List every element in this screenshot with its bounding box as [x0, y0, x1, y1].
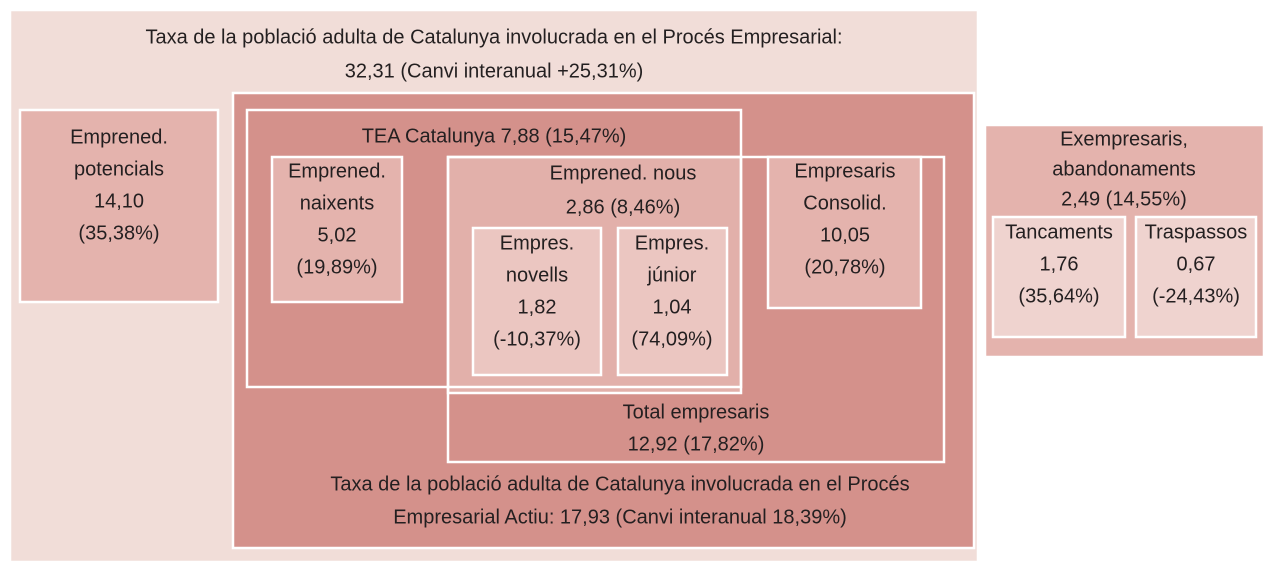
consolid-box [766, 155, 923, 310]
junior-text: júnior [647, 264, 697, 286]
consolid-text: (20,78%) [804, 256, 885, 278]
consolid-text: Consolid. [803, 192, 886, 214]
tancaments-text: (35,64%) [1018, 285, 1099, 307]
consolid-text: Empresaris [794, 160, 895, 182]
junior-text: 1,04 [653, 296, 692, 318]
tancaments-box [991, 215, 1127, 339]
actiu-text: Empresarial Actiu: 17,93 (Canvi interanu… [393, 506, 847, 528]
potencials-text: 14,10 [94, 190, 144, 212]
novells-box [471, 226, 603, 377]
potencials-text: Emprened. [70, 126, 168, 148]
novells-text: novells [506, 264, 568, 286]
total-box [446, 155, 946, 464]
nous-text: 2,86 (8,46%) [566, 196, 681, 218]
outer-text: 32,31 (Canvi interanual +25,31%) [345, 60, 644, 82]
junior-text: Empres. [635, 232, 709, 254]
exempresaris-text: 2,49 (14,55%) [1061, 188, 1187, 210]
potencials-box [18, 108, 220, 304]
naixents-text: 5,02 [318, 224, 357, 246]
naixents-box [270, 155, 404, 304]
potencials-text: potencials [74, 158, 164, 180]
tea-box [245, 108, 743, 389]
novells-text: 1,82 [518, 296, 557, 318]
nous-text: Emprened. nous [550, 162, 697, 184]
consolid-text: 10,05 [820, 224, 870, 246]
tea-text: TEA Catalunya 7,88 (15,47%) [362, 125, 627, 147]
naixents-text: Emprened. [288, 160, 386, 182]
traspassos-box [1134, 215, 1258, 339]
naixents-text: (19,89%) [296, 256, 377, 278]
total-text: 12,92 (17,82%) [628, 433, 765, 455]
total-text: Total empresaris [623, 401, 770, 423]
novells-text: Empres. [500, 232, 574, 254]
traspassos-text: 0,67 [1177, 253, 1216, 275]
traspassos-text: (-24,43%) [1152, 285, 1240, 307]
exempresaris-text: Exempresaris, [1060, 128, 1188, 150]
junior-box [616, 226, 729, 377]
tancaments-text: 1,76 [1040, 253, 1079, 275]
junior-text: (74,09%) [631, 328, 712, 350]
novells-text: (-10,37%) [493, 328, 581, 350]
traspassos-text: Traspassos [1145, 221, 1248, 243]
exempresaris-text: abandonaments [1052, 158, 1195, 180]
naixents-text: naixents [300, 192, 375, 214]
outer-text: Taxa de la població adulta de Catalunya … [145, 26, 842, 48]
potencials-text: (35,38%) [78, 222, 159, 244]
tancaments-text: Tancaments [1005, 221, 1113, 243]
actiu-text: Taxa de la població adulta de Catalunya … [330, 473, 909, 495]
